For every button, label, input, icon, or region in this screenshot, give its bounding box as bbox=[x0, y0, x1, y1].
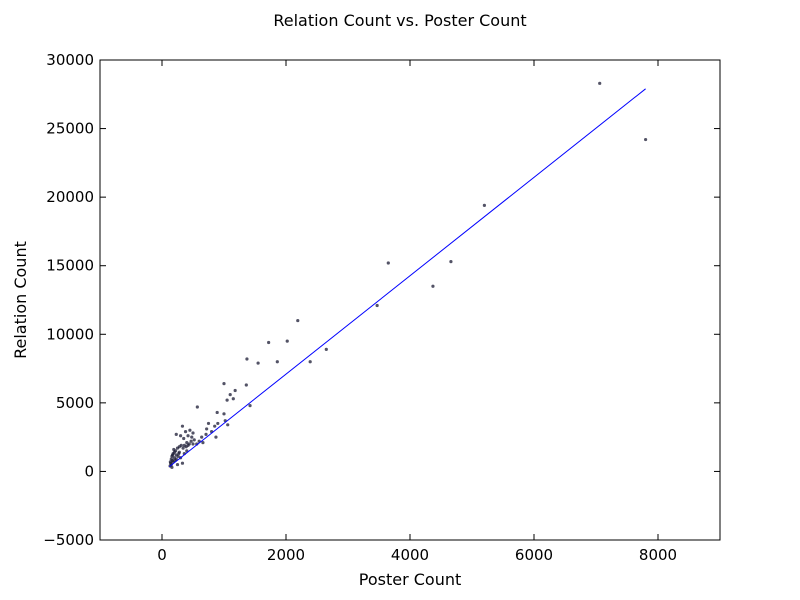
x-axis-label: Poster Count bbox=[359, 570, 462, 589]
scatter-point bbox=[191, 431, 195, 435]
scatter-point bbox=[308, 360, 312, 364]
scatter-point bbox=[188, 428, 192, 432]
scatter-point bbox=[190, 435, 194, 439]
scatter-point bbox=[222, 382, 226, 386]
scatter-point bbox=[226, 423, 230, 427]
scatter-point bbox=[183, 430, 188, 434]
scatter-point bbox=[386, 261, 390, 265]
y-tick-label: 5000 bbox=[56, 394, 94, 412]
scatter-point bbox=[244, 383, 248, 387]
scatter-point bbox=[168, 460, 172, 464]
x-tick-label: 2000 bbox=[267, 546, 305, 564]
scatter-point bbox=[185, 441, 189, 445]
scatter-point bbox=[431, 284, 435, 288]
scatter-point bbox=[179, 434, 183, 438]
scatter-point bbox=[275, 360, 279, 364]
y-axis: −5000 0 5000 10000 15000 20000 25000 30000 bbox=[43, 51, 720, 549]
scatter-point bbox=[285, 339, 289, 343]
y-tick-label: 15000 bbox=[46, 257, 94, 275]
scatter-point bbox=[186, 443, 190, 447]
scatter-point bbox=[248, 404, 252, 408]
scatter-point bbox=[180, 461, 185, 465]
scatter-point bbox=[191, 442, 195, 446]
scatter-point bbox=[228, 393, 232, 397]
scatter-point bbox=[204, 432, 208, 436]
scatter-point bbox=[195, 405, 199, 409]
scatter-point bbox=[225, 398, 229, 402]
scatter-point bbox=[296, 318, 300, 323]
scatter-point bbox=[375, 303, 379, 308]
scatter-point bbox=[181, 446, 185, 450]
scatter-point bbox=[233, 388, 237, 393]
scatter-point bbox=[482, 203, 486, 207]
x-tick-label: 8000 bbox=[639, 546, 677, 564]
scatter-point bbox=[216, 421, 220, 426]
plot-area bbox=[168, 81, 648, 469]
x-axis: 0 2000 4000 6000 8000 bbox=[157, 60, 677, 564]
scatter-point bbox=[175, 462, 180, 467]
scatter-point bbox=[598, 81, 602, 85]
scatter-point bbox=[170, 465, 174, 469]
scatter-point bbox=[172, 447, 176, 452]
x-tick-label: 4000 bbox=[391, 546, 429, 564]
y-tick-label: −5000 bbox=[43, 531, 94, 549]
x-tick-label: 6000 bbox=[515, 546, 553, 564]
scatter-point bbox=[176, 454, 180, 458]
chart-title: Relation Count vs. Poster Count bbox=[273, 11, 526, 30]
y-tick-label: 0 bbox=[84, 462, 94, 480]
scatter-point bbox=[186, 434, 190, 438]
y-tick-label: 10000 bbox=[46, 325, 94, 343]
scatter-point bbox=[245, 357, 249, 361]
scatter-point bbox=[449, 260, 453, 264]
scatter-point bbox=[213, 424, 217, 428]
fit-line bbox=[169, 88, 646, 468]
scatter-point bbox=[205, 427, 209, 431]
scatter-point bbox=[189, 439, 193, 443]
scatter-point bbox=[170, 453, 175, 457]
scatter-point bbox=[174, 457, 178, 461]
scatter-point bbox=[644, 137, 648, 142]
x-tick-label: 0 bbox=[157, 546, 167, 564]
y-axis-label: Relation Count bbox=[11, 241, 30, 359]
scatter-point bbox=[180, 424, 185, 428]
y-tick-label: 30000 bbox=[46, 51, 94, 69]
scatter-point bbox=[177, 452, 181, 456]
scatter-point bbox=[324, 347, 328, 351]
scatter-point bbox=[192, 438, 196, 442]
scatter-point bbox=[231, 397, 235, 401]
y-tick-label: 25000 bbox=[46, 120, 94, 138]
scatter-point bbox=[256, 361, 260, 365]
scatter-point bbox=[175, 446, 180, 450]
scatter-point bbox=[182, 436, 186, 441]
scatter-point bbox=[215, 410, 219, 415]
scatter-point bbox=[200, 435, 204, 439]
scatter-point bbox=[214, 435, 218, 439]
scatter-point bbox=[174, 432, 178, 436]
scatter-point bbox=[267, 340, 271, 345]
y-tick-label: 20000 bbox=[46, 188, 94, 206]
scatter-point bbox=[222, 412, 226, 416]
scatter-point bbox=[206, 421, 211, 426]
scatter-point bbox=[201, 441, 205, 445]
